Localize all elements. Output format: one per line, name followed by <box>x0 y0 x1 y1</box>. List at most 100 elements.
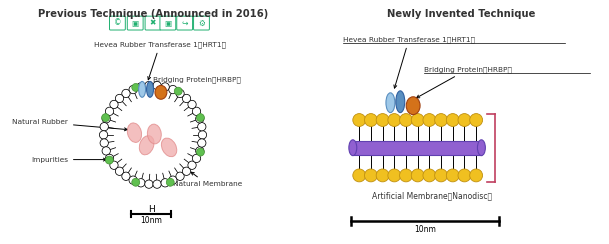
Circle shape <box>105 156 113 164</box>
Ellipse shape <box>161 138 177 157</box>
Circle shape <box>105 154 114 163</box>
Bar <box>353 141 481 155</box>
Text: Bridging Protein（HRBP）: Bridging Protein（HRBP） <box>153 76 241 87</box>
Circle shape <box>188 161 196 169</box>
Text: Bridging Protein（HRBP）: Bridging Protein（HRBP） <box>417 66 512 98</box>
Circle shape <box>458 169 471 182</box>
Text: Previous Technique (Announced in 2016): Previous Technique (Announced in 2016) <box>38 9 268 19</box>
FancyBboxPatch shape <box>160 16 176 30</box>
Circle shape <box>197 114 205 122</box>
Circle shape <box>435 114 448 126</box>
FancyBboxPatch shape <box>194 16 209 30</box>
Circle shape <box>400 169 412 182</box>
Circle shape <box>192 154 200 163</box>
Circle shape <box>423 114 436 126</box>
Text: ©: © <box>114 19 121 28</box>
Circle shape <box>195 147 204 155</box>
Circle shape <box>161 179 169 187</box>
Circle shape <box>446 169 459 182</box>
Ellipse shape <box>477 140 485 156</box>
Circle shape <box>365 169 378 182</box>
Circle shape <box>105 107 114 115</box>
Circle shape <box>376 114 389 126</box>
Circle shape <box>198 139 206 147</box>
Circle shape <box>458 114 471 126</box>
Circle shape <box>102 147 110 155</box>
Circle shape <box>188 100 196 109</box>
Text: ✖: ✖ <box>150 19 156 28</box>
Circle shape <box>199 131 206 139</box>
Text: Hevea Rubber Transferase 1（HRT1）: Hevea Rubber Transferase 1（HRT1） <box>94 41 226 80</box>
Circle shape <box>153 81 161 90</box>
Circle shape <box>195 115 204 123</box>
Text: Hevea Rubber Transferase 1（HRT1）: Hevea Rubber Transferase 1（HRT1） <box>343 36 475 88</box>
Ellipse shape <box>127 123 141 142</box>
Circle shape <box>446 114 459 126</box>
Circle shape <box>100 139 108 147</box>
Circle shape <box>110 161 118 169</box>
Circle shape <box>470 169 482 182</box>
Circle shape <box>353 169 365 182</box>
Circle shape <box>132 83 139 92</box>
Text: ▣: ▣ <box>132 19 139 28</box>
Circle shape <box>376 169 389 182</box>
Circle shape <box>136 179 145 187</box>
Circle shape <box>388 114 401 126</box>
Circle shape <box>102 114 110 122</box>
Circle shape <box>102 115 110 123</box>
Circle shape <box>192 107 200 115</box>
Circle shape <box>388 169 401 182</box>
Circle shape <box>411 169 424 182</box>
Text: 10nm: 10nm <box>140 216 162 225</box>
Text: Impurities: Impurities <box>31 157 107 163</box>
Circle shape <box>110 100 118 109</box>
Circle shape <box>176 89 184 98</box>
Ellipse shape <box>147 124 161 144</box>
Text: Natural Membrane: Natural Membrane <box>173 172 242 187</box>
FancyBboxPatch shape <box>177 16 192 30</box>
Circle shape <box>353 114 365 126</box>
Text: ⚙: ⚙ <box>198 19 205 28</box>
Ellipse shape <box>155 85 167 99</box>
Circle shape <box>435 169 448 182</box>
Circle shape <box>197 148 205 156</box>
Ellipse shape <box>406 97 420 115</box>
Circle shape <box>400 114 412 126</box>
Circle shape <box>174 87 182 95</box>
Circle shape <box>169 176 177 184</box>
Circle shape <box>145 81 153 90</box>
Ellipse shape <box>396 91 405 112</box>
Text: Artificial Membrane（Nanodisc）: Artificial Membrane（Nanodisc） <box>372 191 492 200</box>
Circle shape <box>169 85 177 94</box>
FancyBboxPatch shape <box>110 16 125 30</box>
Circle shape <box>136 83 145 91</box>
Ellipse shape <box>139 136 154 155</box>
Ellipse shape <box>386 93 395 112</box>
Circle shape <box>166 178 174 186</box>
Circle shape <box>161 83 169 91</box>
Circle shape <box>153 180 161 188</box>
Circle shape <box>176 172 184 180</box>
Circle shape <box>122 89 130 98</box>
Circle shape <box>198 122 206 131</box>
Circle shape <box>100 122 108 131</box>
Circle shape <box>365 114 378 126</box>
Circle shape <box>99 131 108 139</box>
Ellipse shape <box>147 81 153 97</box>
Ellipse shape <box>139 81 146 97</box>
Circle shape <box>129 85 137 94</box>
FancyBboxPatch shape <box>145 16 161 30</box>
Text: H: H <box>147 205 155 214</box>
FancyBboxPatch shape <box>127 16 143 30</box>
Circle shape <box>115 94 124 103</box>
Ellipse shape <box>349 140 357 156</box>
Text: Natural Rubber: Natural Rubber <box>12 119 127 131</box>
Circle shape <box>411 114 424 126</box>
Text: Newly Invented Technique: Newly Invented Technique <box>387 9 536 19</box>
Circle shape <box>182 167 191 175</box>
Text: 10nm: 10nm <box>414 225 436 234</box>
Circle shape <box>145 180 153 188</box>
Circle shape <box>122 172 130 180</box>
Circle shape <box>182 94 191 103</box>
Circle shape <box>423 169 436 182</box>
